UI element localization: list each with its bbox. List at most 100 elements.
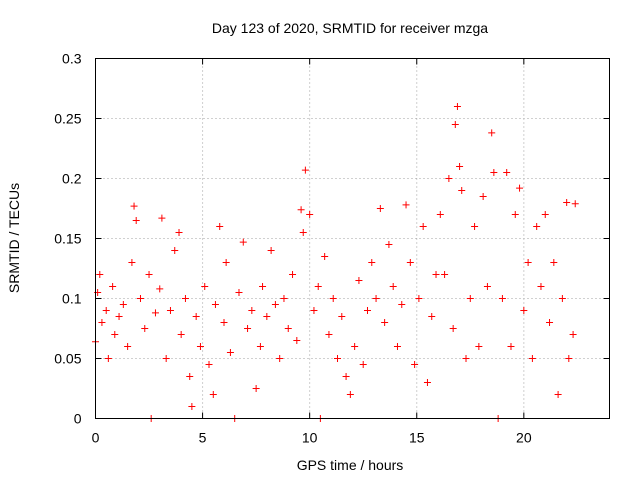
data-point [276, 355, 284, 362]
data-point [569, 331, 577, 338]
data-point [216, 223, 224, 230]
data-point [436, 211, 444, 218]
data-point [342, 373, 350, 380]
data-point [479, 193, 487, 200]
data-point [475, 343, 483, 350]
data-point [141, 325, 149, 332]
y-axis-label: SRMTID / TECUs [6, 183, 22, 293]
y-tick-label: 0 [74, 411, 82, 427]
x-tick-label: 10 [302, 430, 318, 446]
x-tick-label: 5 [199, 430, 207, 446]
data-point [385, 241, 393, 248]
data-point [252, 385, 260, 392]
data-point [226, 349, 234, 356]
data-point [158, 214, 166, 222]
data-point [132, 217, 140, 224]
data-point [351, 343, 359, 350]
data-point [563, 199, 571, 206]
data-point [458, 187, 466, 194]
data-point [201, 283, 209, 290]
data-point [280, 295, 288, 302]
data-point [432, 271, 440, 278]
data-point [124, 343, 132, 350]
data-point [558, 295, 566, 302]
data-point [136, 295, 144, 302]
data-point [162, 355, 170, 362]
data-point [325, 331, 333, 338]
data-point [550, 259, 558, 266]
data-point [186, 373, 194, 380]
data-point [192, 313, 200, 320]
data-point [96, 271, 104, 278]
data-point [451, 121, 459, 128]
data-point [314, 283, 322, 290]
data-point [462, 355, 470, 362]
y-tick-label: 0.05 [54, 351, 81, 367]
data-point [284, 325, 292, 332]
data-point [196, 343, 204, 350]
y-tick-label: 0.2 [62, 171, 82, 187]
data-point [111, 331, 119, 338]
x-axis-label: GPS time / hours [297, 457, 404, 473]
data-point [171, 247, 179, 254]
y-tick-labels: 0 0.05 0.1 0.15 0.2 0.25 0.3 [54, 51, 81, 427]
data-point [128, 259, 136, 266]
plot-frame [95, 58, 610, 419]
data-point [466, 295, 474, 302]
data-point [119, 301, 127, 308]
data-point [205, 361, 213, 368]
data-points [92, 103, 579, 422]
data-point [181, 295, 189, 302]
data-point [533, 223, 541, 230]
data-point [445, 175, 453, 182]
data-point [453, 103, 461, 110]
x-tick-label: 15 [409, 430, 425, 446]
data-point [271, 301, 279, 308]
data-point [554, 391, 562, 398]
data-point [411, 361, 419, 368]
data-point [537, 283, 545, 290]
data-point [301, 166, 309, 174]
data-point [498, 295, 506, 302]
data-point [393, 343, 401, 350]
data-point [289, 271, 297, 278]
data-point [259, 283, 267, 290]
data-point [516, 184, 524, 192]
data-point [263, 313, 271, 320]
data-point [363, 307, 371, 314]
data-point [248, 307, 256, 314]
x-tick-label: 20 [516, 430, 532, 446]
data-point [104, 355, 112, 362]
y-tick-label: 0.1 [62, 291, 82, 307]
data-point [503, 169, 511, 176]
data-point [175, 229, 183, 236]
data-point [306, 211, 314, 218]
data-point [419, 223, 427, 230]
data-point [130, 202, 138, 210]
data-point [321, 253, 329, 260]
data-point [267, 247, 275, 254]
data-point [368, 259, 376, 266]
y-tick-label: 0.15 [54, 231, 81, 247]
data-point [188, 403, 196, 410]
data-point [488, 129, 496, 137]
data-point [166, 307, 174, 314]
data-point [355, 277, 363, 284]
data-point [334, 355, 342, 362]
data-point [507, 343, 515, 350]
data-point [177, 331, 185, 338]
data-point [571, 200, 579, 208]
data-point [456, 163, 464, 170]
data-point [511, 211, 519, 218]
data-point [156, 285, 164, 293]
data-point [565, 355, 573, 362]
data-point [524, 259, 532, 266]
data-point [372, 295, 380, 302]
data-point [338, 313, 346, 320]
data-point [520, 307, 528, 314]
data-point [490, 169, 498, 176]
data-point [256, 343, 264, 350]
data-point [398, 301, 406, 308]
data-point [483, 283, 491, 290]
